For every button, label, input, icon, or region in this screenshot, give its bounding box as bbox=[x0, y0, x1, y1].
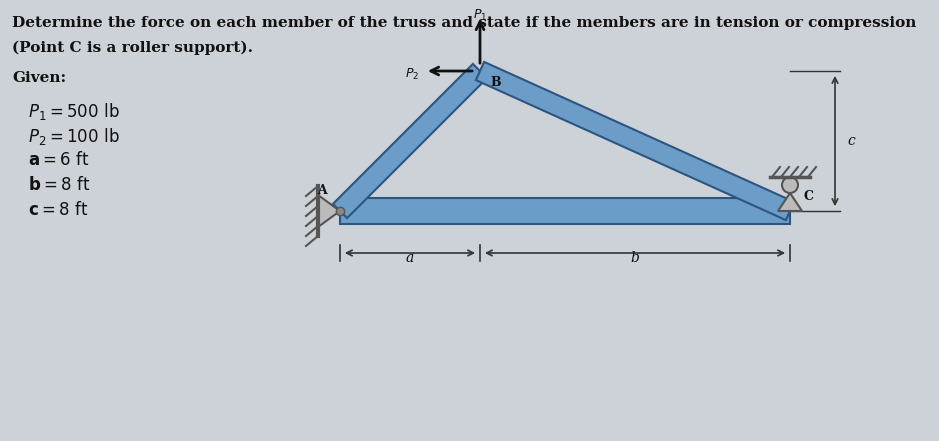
Text: $P_1 = 500\ \mathrm{lb}$: $P_1 = 500\ \mathrm{lb}$ bbox=[28, 101, 119, 122]
Polygon shape bbox=[333, 64, 487, 218]
Text: $\mathbf{b} = 8\ \mathrm{ft}$: $\mathbf{b} = 8\ \mathrm{ft}$ bbox=[28, 176, 90, 194]
Text: $\mathbf{c} = 8\ \mathrm{ft}$: $\mathbf{c} = 8\ \mathrm{ft}$ bbox=[28, 201, 88, 219]
Text: $\mathbf{a} = 6\ \mathrm{ft}$: $\mathbf{a} = 6\ \mathrm{ft}$ bbox=[28, 151, 89, 169]
Polygon shape bbox=[318, 195, 340, 227]
Text: (Point C is a roller support).: (Point C is a roller support). bbox=[12, 41, 253, 56]
Text: Given:: Given: bbox=[12, 71, 66, 85]
Text: $P_2$: $P_2$ bbox=[405, 67, 419, 82]
Text: B: B bbox=[490, 76, 500, 89]
Polygon shape bbox=[476, 62, 794, 220]
Text: c: c bbox=[847, 134, 854, 148]
Polygon shape bbox=[340, 198, 790, 224]
Text: A: A bbox=[317, 184, 327, 197]
Text: $P_1$: $P_1$ bbox=[473, 8, 487, 23]
Text: Determine the force on each member of the truss and state if the members are in : Determine the force on each member of th… bbox=[12, 16, 916, 30]
Polygon shape bbox=[778, 193, 802, 211]
Text: b: b bbox=[631, 251, 639, 265]
Text: $P_2 = 100\ \mathrm{lb}$: $P_2 = 100\ \mathrm{lb}$ bbox=[28, 126, 119, 147]
Circle shape bbox=[782, 177, 798, 193]
Text: C: C bbox=[804, 190, 814, 203]
Text: a: a bbox=[406, 251, 414, 265]
